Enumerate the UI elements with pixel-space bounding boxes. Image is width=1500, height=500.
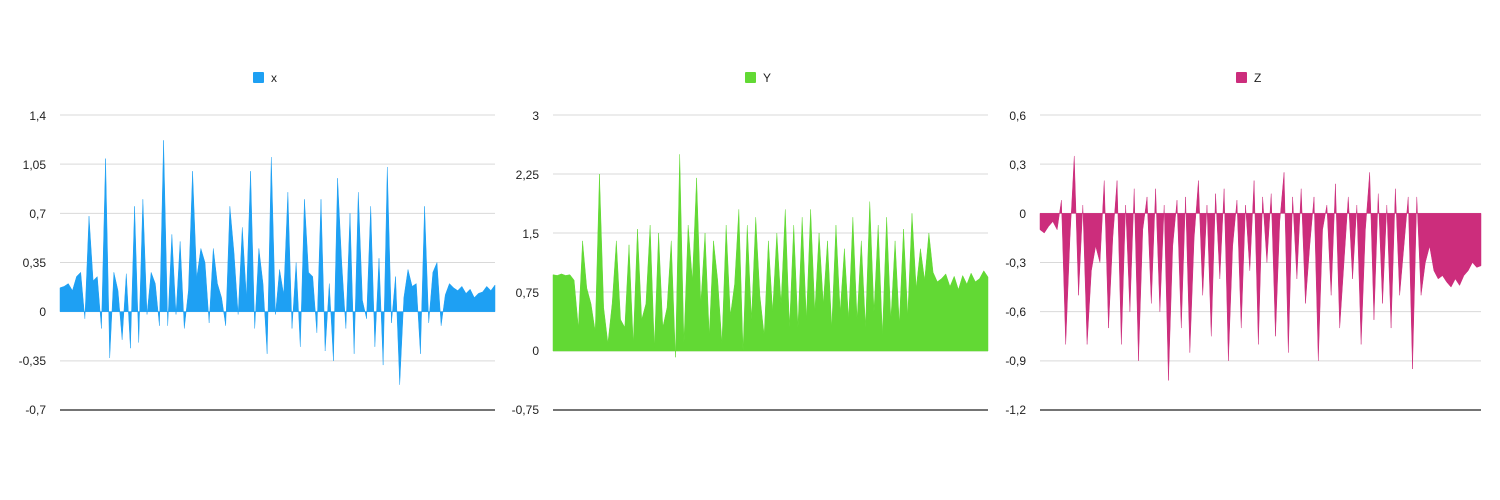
y-tick-label: -0,7 bbox=[25, 403, 46, 417]
legend-label-z: Z bbox=[1254, 71, 1261, 85]
area-series-z bbox=[1039, 155, 1482, 381]
y-tick-label: -0,9 bbox=[1005, 354, 1026, 368]
legend-y[interactable]: Y bbox=[745, 71, 771, 85]
y-tick-label: -0,3 bbox=[1005, 256, 1026, 270]
chart-x: x 1,4 1,05 0,7 0,35 0 -0,35 -0,7 bbox=[19, 71, 496, 417]
legend-swatch-z bbox=[1236, 72, 1247, 83]
legend-swatch-y bbox=[745, 72, 756, 83]
y-tick-label: 0 bbox=[532, 344, 539, 358]
legend-label-y: Y bbox=[763, 71, 771, 85]
y-tick-label: 2,25 bbox=[516, 168, 540, 182]
area-series-y bbox=[552, 154, 989, 358]
y-tick-label: 0,75 bbox=[516, 286, 540, 300]
legend-label-x: x bbox=[271, 71, 277, 85]
chart-y: Y 3 2,25 1,5 0,75 0 -0,75 bbox=[512, 71, 989, 417]
y-tick-label: 1,5 bbox=[522, 227, 539, 241]
y-tick-label: 1,4 bbox=[29, 109, 46, 123]
y-tick-label: -0,35 bbox=[19, 354, 47, 368]
y-tick-label: -0,75 bbox=[512, 403, 540, 417]
y-tick-label: -0,6 bbox=[1005, 305, 1026, 319]
y-axis-ticks-z: 0,6 0,3 0 -0,3 -0,6 -0,9 -1,2 bbox=[1005, 109, 1026, 417]
y-axis-ticks-y: 3 2,25 1,5 0,75 0 -0,75 bbox=[512, 109, 540, 417]
chart-z: Z 0,6 0,3 0 -0,3 -0,6 -0,9 -1,2 bbox=[1005, 71, 1482, 417]
y-tick-label: 0 bbox=[39, 305, 46, 319]
y-tick-label: -1,2 bbox=[1005, 403, 1026, 417]
y-tick-label: 0,3 bbox=[1009, 158, 1026, 172]
y-tick-label: 3 bbox=[532, 109, 539, 123]
y-tick-label: 0,6 bbox=[1009, 109, 1026, 123]
legend-swatch-x bbox=[253, 72, 264, 83]
y-tick-label: 0,35 bbox=[23, 256, 47, 270]
grid-x bbox=[60, 114, 495, 362]
y-tick-label: 0,7 bbox=[29, 207, 46, 221]
area-series-x bbox=[59, 140, 496, 385]
y-tick-label: 0 bbox=[1019, 207, 1026, 221]
legend-z[interactable]: Z bbox=[1236, 71, 1261, 85]
y-axis-ticks-x: 1,4 1,05 0,7 0,35 0 -0,35 -0,7 bbox=[19, 109, 47, 417]
legend-x[interactable]: x bbox=[253, 71, 277, 85]
y-tick-label: 1,05 bbox=[23, 158, 47, 172]
